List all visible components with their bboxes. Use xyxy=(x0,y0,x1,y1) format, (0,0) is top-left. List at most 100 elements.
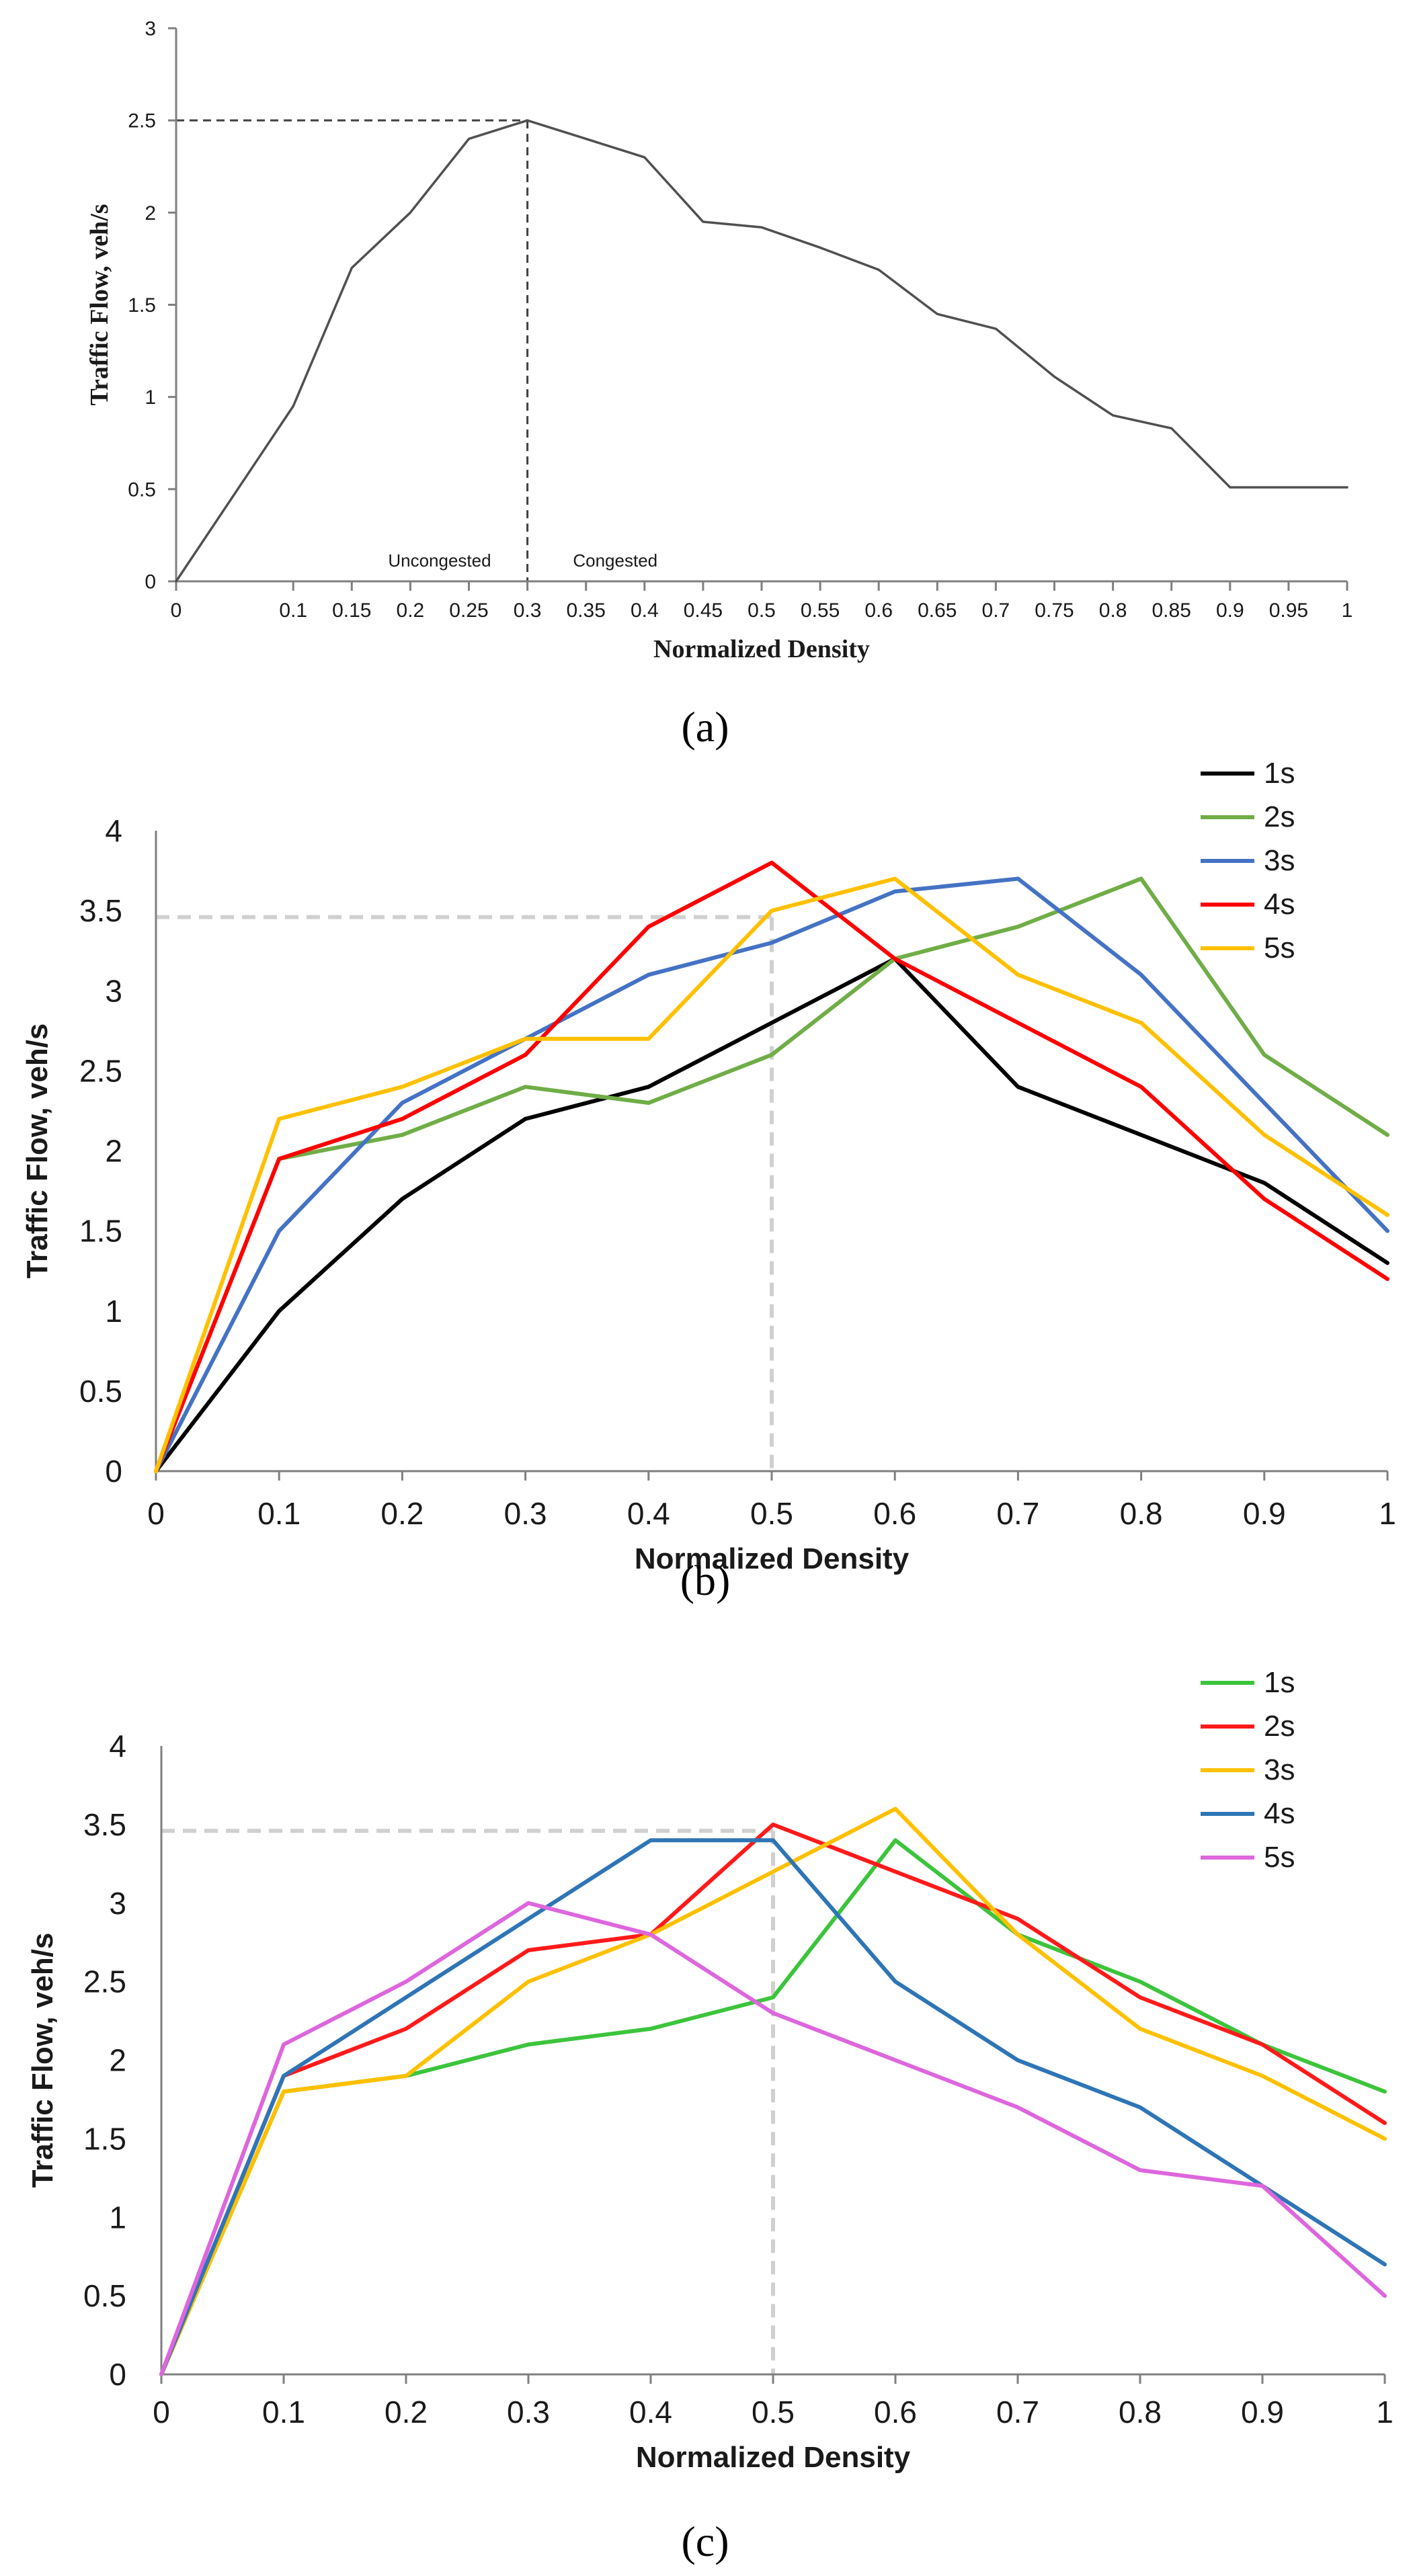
x-tick-label: 0.25 xyxy=(449,599,488,622)
x-tick-label: 0.7 xyxy=(996,2395,1039,2429)
x-tick-label: 0.55 xyxy=(801,599,840,622)
x-tick-label: 0.1 xyxy=(257,1496,300,1531)
series-line-3s xyxy=(159,1806,1387,2376)
y-tick-label: 0.5 xyxy=(128,479,156,501)
y-tick-label: 0 xyxy=(145,571,156,593)
y-tick-label: 3.5 xyxy=(83,1807,126,1842)
x-tick-label: 0.5 xyxy=(750,1496,793,1531)
x-tick-label: 0.8 xyxy=(1099,599,1127,622)
x-tick-label: 0.15 xyxy=(332,599,371,622)
y-tick-label: 2 xyxy=(145,202,156,224)
x-tick-label: 0.8 xyxy=(1120,1496,1163,1531)
series-line-2s xyxy=(159,1822,1387,2376)
x-tick-label: 0.6 xyxy=(874,2395,917,2429)
y-tick-label: 4 xyxy=(105,813,122,848)
y-tick-label: 1.5 xyxy=(83,2121,126,2156)
chart-b: 0 0.1 0.2 0.3 0.4 0.5 0.6 0.7 0.8 0.9 1 0 0.5 1 1.5 2 2.… xyxy=(21,757,1396,1575)
legend-label-3s: 3s xyxy=(1264,844,1295,877)
y-tick-label: 1.5 xyxy=(128,294,156,317)
y-tick-label: 2.5 xyxy=(83,1964,126,1999)
series-line-1s xyxy=(154,956,1389,1473)
x-tick-label: 0.9 xyxy=(1216,599,1244,622)
y-axis-label: Traffic Flow, veh/s xyxy=(26,1933,59,2188)
y-tick-label: 0.5 xyxy=(83,2278,126,2313)
legend-label-1s: 1s xyxy=(1264,1666,1295,1699)
y-tick-label: 3 xyxy=(105,973,122,1008)
x-axis-label: Normalized Density xyxy=(635,1542,910,1575)
x-tick-label: 0.9 xyxy=(1243,1496,1286,1531)
x-tick-label: 0.4 xyxy=(631,599,659,622)
x-tick-label: 0.4 xyxy=(627,1496,670,1531)
x-tick-label: 0.3 xyxy=(514,599,542,622)
x-tick-label: 0.3 xyxy=(507,2395,550,2429)
caption-b: (b) xyxy=(680,1556,731,1604)
y-axis-label: Traffic Flow, veh/s xyxy=(21,1024,54,1279)
x-tick-label: 0.3 xyxy=(504,1496,547,1531)
x-tick-label: 0.7 xyxy=(996,1496,1039,1531)
x-tick-label: 0.1 xyxy=(279,599,307,622)
series-line-4s xyxy=(154,860,1389,1473)
x-tick-label: 0.45 xyxy=(684,599,723,622)
x-tick-label: 0.65 xyxy=(918,599,957,622)
y-tick-label: 3.5 xyxy=(79,893,122,928)
x-tick-label: 1 xyxy=(1376,2395,1394,2429)
legend-label-5s: 5s xyxy=(1264,1841,1295,1874)
chart-c: 0 0.1 0.2 0.3 0.4 0.5 0.6 0.7 0.8 0.9 1 0 0.5 1 1.5 2 2.… xyxy=(26,1666,1394,2474)
x-tick-label: 0 xyxy=(147,1496,165,1531)
x-tick-label: 0.2 xyxy=(380,1496,424,1531)
series-line-5s xyxy=(154,876,1389,1473)
legend-label-4s: 4s xyxy=(1264,888,1295,921)
y-tick-label: 0.5 xyxy=(79,1374,122,1409)
series-line-5s xyxy=(159,1901,1387,2376)
y-tick-label: 3 xyxy=(145,18,156,40)
x-tick-label: 0.9 xyxy=(1241,2395,1284,2429)
chart-a: 0 0.1 0.15 0.2 0.25 0.3 0.35 0.4 0.45 0.5 0.55 0.6 0… xyxy=(85,18,1353,664)
legend-label-1s: 1s xyxy=(1264,757,1295,790)
y-tick-label: 3 xyxy=(109,1886,126,1921)
x-tick-label: 0.4 xyxy=(629,2395,672,2429)
x-tick-label: 0 xyxy=(153,2395,170,2429)
x-tick-label: 0.75 xyxy=(1035,599,1074,622)
legend-label-2s: 2s xyxy=(1264,800,1295,833)
x-tick-label: 0.2 xyxy=(397,599,425,622)
caption-c: (c) xyxy=(681,2518,729,2565)
legend-label-2s: 2s xyxy=(1264,1710,1295,1743)
x-tick-label: 0.35 xyxy=(567,599,606,622)
x-tick-label: 1 xyxy=(1342,599,1353,622)
annotation-uncongested: Uncongested xyxy=(388,550,491,571)
x-tick-label: 0.5 xyxy=(748,599,776,622)
x-tick-label: 1 xyxy=(1379,1496,1396,1531)
y-tick-label: 1.5 xyxy=(79,1214,122,1249)
y-tick-label: 2 xyxy=(105,1134,122,1169)
y-tick-label: 2.5 xyxy=(79,1053,122,1088)
legend-label-3s: 3s xyxy=(1264,1753,1295,1786)
y-tick-label: 0 xyxy=(109,2357,126,2392)
x-axis-label: Normalized Density xyxy=(653,635,870,663)
caption-a: (a) xyxy=(681,703,729,751)
legend-label-4s: 4s xyxy=(1264,1797,1295,1830)
x-tick-label: 0 xyxy=(171,599,182,622)
y-tick-label: 2 xyxy=(109,2043,126,2078)
y-tick-label: 1 xyxy=(109,2200,126,2235)
y-tick-label: 2.5 xyxy=(128,110,156,132)
x-tick-label: 0.5 xyxy=(752,2395,795,2429)
annotation-congested: Congested xyxy=(573,550,657,571)
series-line-3s xyxy=(154,876,1389,1473)
legend-label-5s: 5s xyxy=(1264,931,1295,964)
y-axis-label: Traffic Flow, veh/s xyxy=(85,204,114,405)
x-tick-label: 0.85 xyxy=(1152,599,1191,622)
series-line-4s xyxy=(159,1838,1387,2376)
x-tick-label: 0.2 xyxy=(385,2395,428,2429)
x-tick-label: 0.6 xyxy=(873,1496,916,1531)
y-tick-label: 1 xyxy=(105,1294,122,1329)
y-tick-label: 4 xyxy=(109,1729,126,1763)
x-tick-label: 0.7 xyxy=(982,599,1010,622)
x-axis-label: Normalized Density xyxy=(636,2441,911,2474)
y-tick-label: 1 xyxy=(145,386,156,409)
x-tick-label: 0.8 xyxy=(1119,2395,1162,2429)
x-tick-label: 0.6 xyxy=(864,599,893,622)
series-line-flow xyxy=(175,119,1348,583)
x-tick-label: 0.95 xyxy=(1269,599,1308,622)
x-tick-label: 0.1 xyxy=(262,2395,305,2429)
